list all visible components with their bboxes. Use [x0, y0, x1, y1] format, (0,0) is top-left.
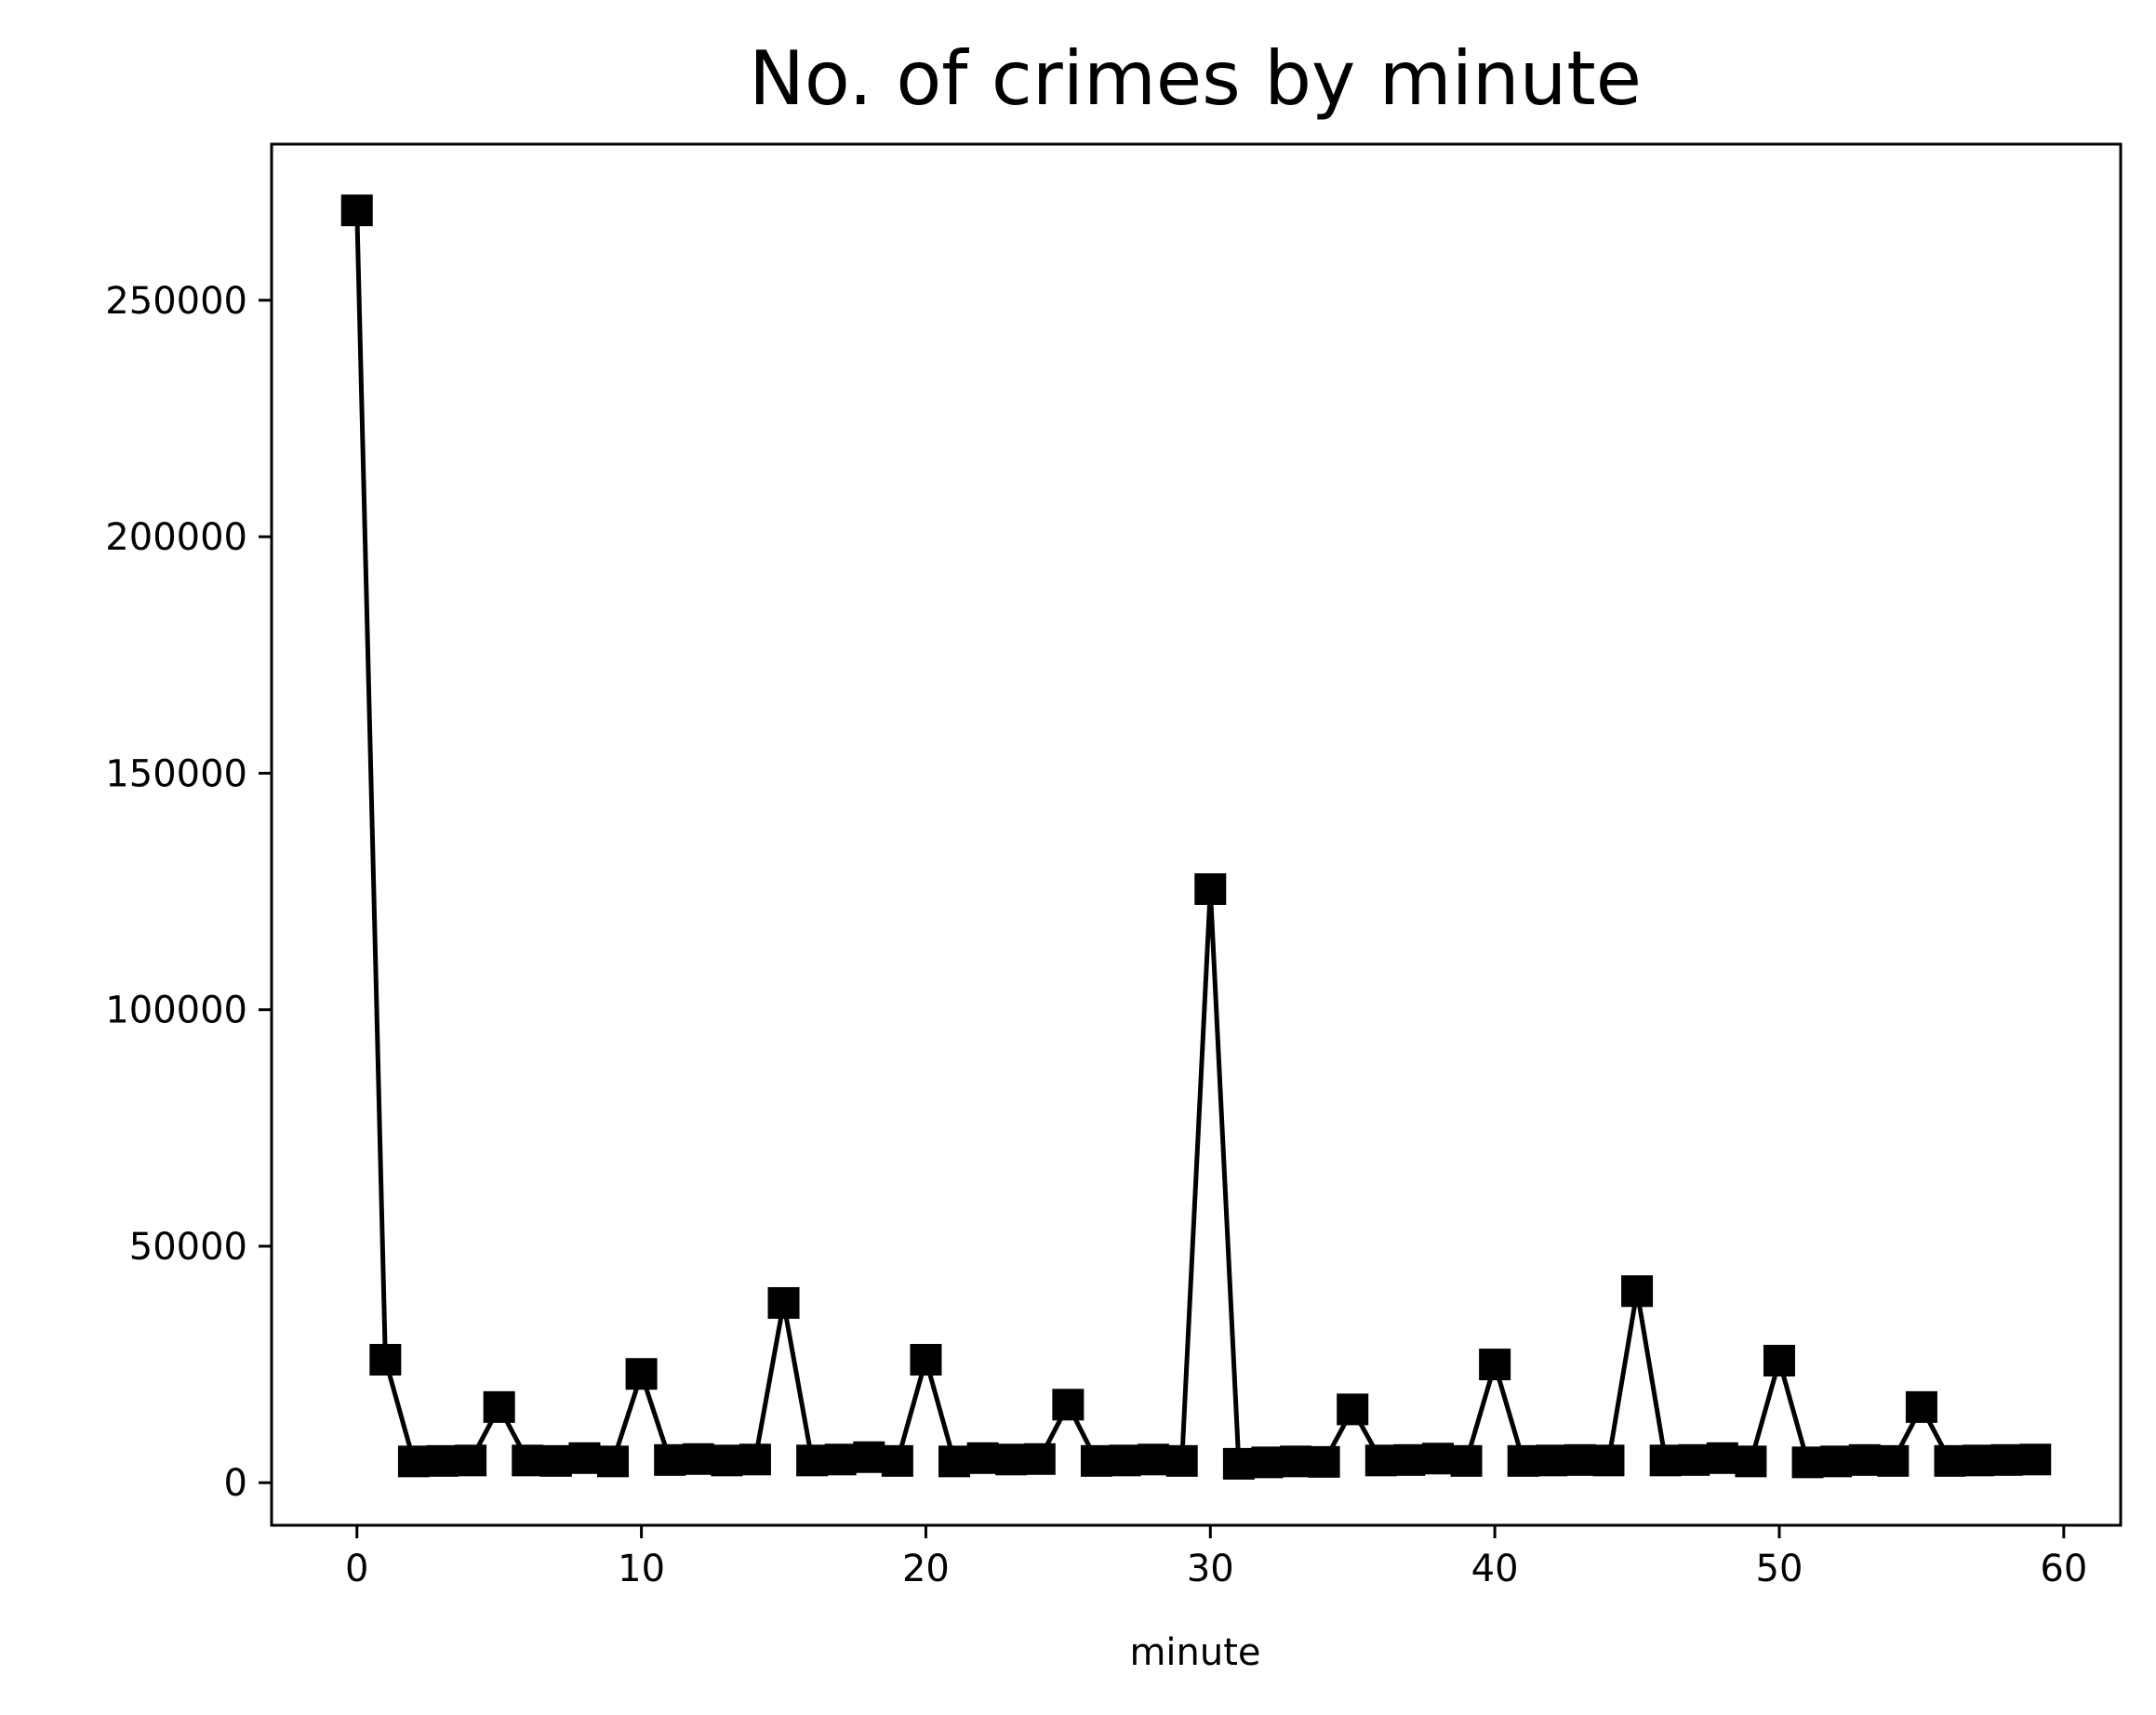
data-point-marker — [1735, 1445, 1767, 1478]
data-point-marker — [1649, 1444, 1682, 1477]
data-point-marker — [1165, 1444, 1198, 1477]
data-point-marker — [1905, 1390, 1937, 1423]
data-point-marker — [1138, 1443, 1170, 1476]
data-point-marker — [881, 1444, 913, 1477]
data-point-marker — [966, 1442, 999, 1474]
chart-title: No. of crimes by minute — [749, 35, 1642, 122]
x-tick-label: 40 — [1471, 1548, 1519, 1590]
data-point-marker — [539, 1444, 572, 1477]
x-tick-label: 60 — [2040, 1548, 2087, 1590]
plot-area: 0 10 20 30 40 50 60 0 50000 100000 150000 200000 250… — [105, 142, 2123, 1590]
data-point-marker — [853, 1441, 885, 1473]
data-point-marker — [711, 1444, 743, 1477]
series-line — [354, 210, 2036, 1467]
data-point-marker — [483, 1390, 515, 1423]
data-point-marker — [1308, 1445, 1340, 1478]
data-point-marker — [767, 1286, 800, 1319]
data-point-marker — [1222, 1447, 1255, 1480]
x-tick-label: 10 — [618, 1548, 665, 1590]
data-point-marker — [625, 1358, 658, 1390]
data-point-marker — [1564, 1443, 1596, 1476]
data-point-marker — [1621, 1275, 1654, 1308]
data-point-marker — [1678, 1443, 1710, 1476]
x-tick-label: 0 — [345, 1548, 368, 1590]
data-point-marker — [1963, 1444, 1995, 1477]
data-point-marker — [1052, 1389, 1085, 1421]
data-point-marker — [512, 1444, 544, 1477]
y-tick-label: 0 — [224, 1462, 247, 1505]
data-point-marker — [1592, 1444, 1625, 1477]
data-point-marker — [1421, 1442, 1454, 1475]
data-point-marker — [1109, 1444, 1141, 1477]
data-point-marker — [1706, 1442, 1738, 1474]
data-point-marker — [1536, 1444, 1568, 1477]
data-point-marker — [1393, 1443, 1426, 1476]
data-point-marker — [369, 1344, 402, 1376]
data-point-marker — [1023, 1442, 1056, 1475]
data-point-marker — [1080, 1444, 1112, 1477]
data-point-marker — [824, 1443, 857, 1476]
data-point-marker — [1934, 1444, 1966, 1477]
data-point-marker — [597, 1445, 630, 1478]
data-point-marker — [397, 1445, 430, 1478]
data-point-marker — [1251, 1446, 1284, 1479]
data-point-marker — [1507, 1444, 1539, 1477]
data-point-marker — [1337, 1393, 1369, 1426]
x-tick-label: 30 — [1187, 1548, 1234, 1590]
data-point-marker — [995, 1443, 1028, 1476]
x-axis-label: minute — [1129, 1631, 1260, 1674]
y-tick-label: 150000 — [105, 752, 247, 795]
data-point-marker — [1450, 1444, 1483, 1477]
data-point-marker — [455, 1444, 487, 1477]
data-point-marker — [1280, 1445, 1312, 1478]
x-tick-label: 20 — [902, 1548, 950, 1590]
y-tick-label: 250000 — [105, 280, 247, 323]
data-point-marker — [568, 1442, 601, 1474]
y-tick-label: 200000 — [105, 516, 247, 559]
data-point-marker — [1877, 1444, 1910, 1477]
data-point-marker — [1364, 1444, 1397, 1477]
data-point-marker — [1479, 1349, 1511, 1381]
plot-frame — [270, 142, 2123, 1527]
data-point-marker — [1763, 1345, 1795, 1377]
data-point-marker — [1990, 1443, 2023, 1476]
data-point-marker — [654, 1443, 686, 1476]
y-tick-label: 100000 — [105, 990, 247, 1032]
data-point-marker — [796, 1444, 829, 1477]
data-point-marker — [426, 1444, 459, 1477]
data-point-marker — [2019, 1443, 2052, 1476]
data-point-marker — [1194, 872, 1227, 905]
x-tick-label: 50 — [1756, 1548, 1803, 1590]
data-point-marker — [682, 1442, 714, 1475]
data-point-marker — [1820, 1445, 1853, 1478]
data-point-marker — [739, 1443, 771, 1476]
data-point-marker — [910, 1344, 942, 1376]
data-point-marker — [340, 194, 373, 227]
data-point-marker — [938, 1445, 971, 1478]
data-point-marker — [1791, 1446, 1824, 1479]
data-point-marker — [1848, 1443, 1881, 1476]
y-tick-label: 50000 — [129, 1226, 247, 1269]
